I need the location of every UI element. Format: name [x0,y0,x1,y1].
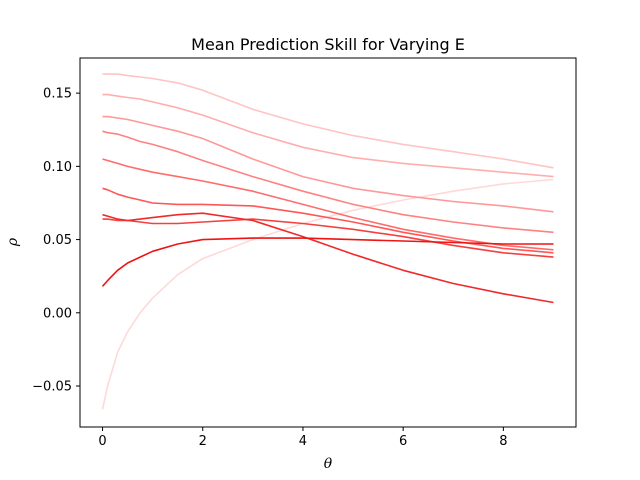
plot-area [80,58,576,427]
plot-frame [79,57,577,428]
y-axis-ticks: −0.05 0.00 0.05 0.10 0.15 [32,87,80,395]
series-line-6 [102,158,554,251]
x-tick-label: 8 [499,434,507,449]
y-tick-label: 0.15 [43,87,72,102]
y-tick-label: 0.05 [43,233,72,248]
x-axis-label: θ [324,456,333,472]
series-line-10 [101,237,554,287]
series-layer [101,73,554,410]
y-tick-label: −0.05 [32,380,72,395]
series-line-9 [102,212,554,304]
series-line-4 [102,115,554,213]
series-line-7 [102,187,554,254]
series-line-1 [101,178,554,410]
x-tick-label: 0 [98,434,106,449]
x-tick-label: 4 [299,434,307,449]
x-tick-label: 6 [399,434,407,449]
x-tick-label: 2 [199,434,207,449]
series-line-3 [102,93,554,178]
y-tick-label: 0.10 [43,160,72,175]
y-axis-label: ρ [5,237,21,247]
chart-title: Mean Prediction Skill for Varying E [191,35,465,54]
y-tick-label: 0.00 [43,306,72,321]
series-line-5 [102,130,554,234]
series-line-2 [102,73,554,169]
x-axis-ticks: 0 2 4 6 8 [98,427,507,449]
